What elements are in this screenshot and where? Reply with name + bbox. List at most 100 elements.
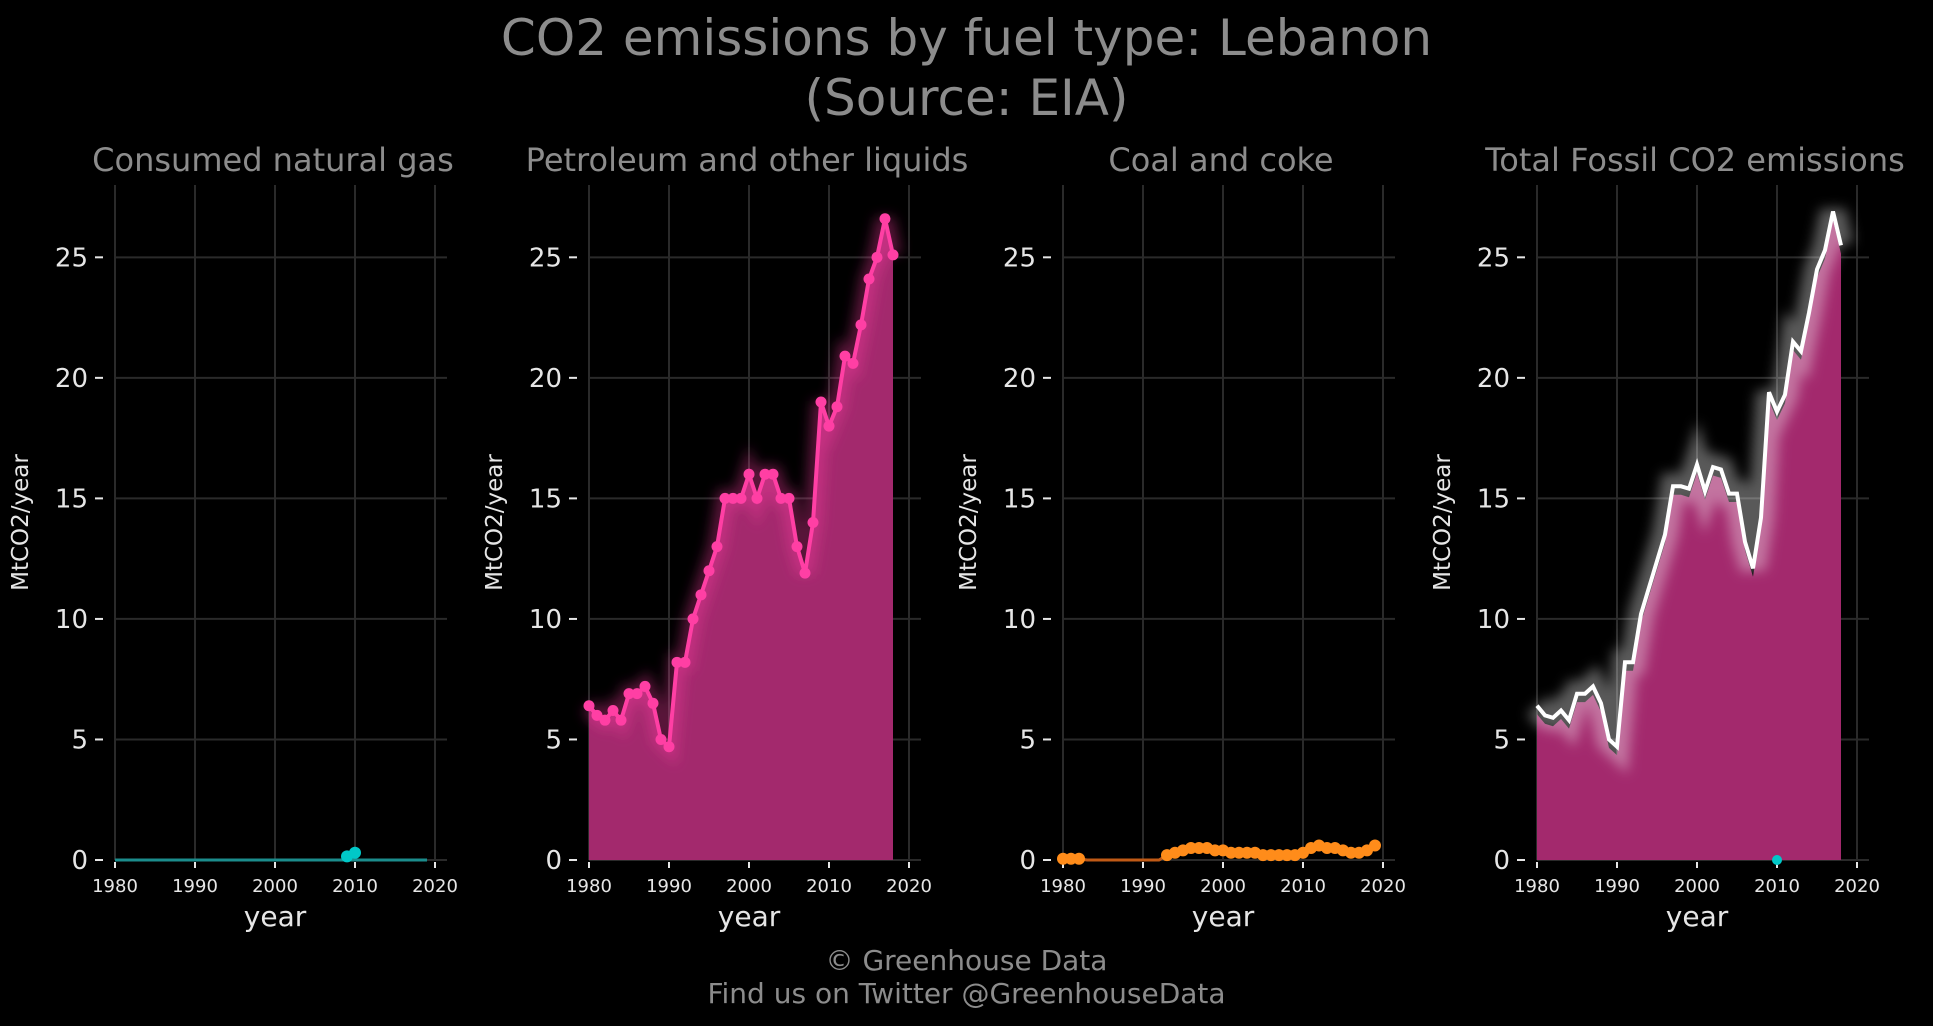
y-tick-label: 20 xyxy=(55,364,88,394)
data-point xyxy=(615,714,627,726)
data-point xyxy=(631,688,643,700)
chart-title-line2: (Source: EIA) xyxy=(804,69,1129,127)
data-point xyxy=(767,468,779,480)
panel-title: Petroleum and other liquids xyxy=(526,141,969,179)
data-point xyxy=(831,401,843,413)
data-point xyxy=(847,357,859,369)
data-point xyxy=(719,492,731,504)
y-tick-label: 25 xyxy=(1477,243,1510,273)
area-fill xyxy=(1537,220,1841,860)
data-point xyxy=(687,613,699,625)
x-tick-label: 2020 xyxy=(412,876,458,897)
data-point xyxy=(711,541,723,553)
data-point xyxy=(679,656,691,668)
y-tick-label: 15 xyxy=(1477,484,1510,514)
y-tick-label: 15 xyxy=(1003,484,1036,514)
data-point xyxy=(703,565,715,577)
y-tick-label: 10 xyxy=(1477,605,1510,635)
footer-twitter: Find us on Twitter @GreenhouseData xyxy=(707,977,1226,1010)
x-tick-label: 2020 xyxy=(1834,876,1880,897)
panel-title: Total Fossil CO2 emissions xyxy=(1484,141,1905,179)
panel-3: Coal and coke 0 5 10 15 20 25 1980 1990 2000 2010 2… xyxy=(956,141,1406,933)
data-point xyxy=(863,273,875,285)
y-axis-label: MtCO2/year xyxy=(956,454,982,591)
data-point xyxy=(871,251,883,263)
x-tick-label: 1980 xyxy=(1040,876,1086,897)
data-point xyxy=(839,350,851,362)
y-tick-label: 0 xyxy=(545,846,562,876)
data-point xyxy=(647,697,659,709)
footer-copyright: © Greenhouse Data xyxy=(825,944,1108,977)
x-tick-label: 1980 xyxy=(566,876,612,897)
y-tick-label: 25 xyxy=(529,243,562,273)
y-tick-label: 15 xyxy=(529,484,562,514)
panel-title: Coal and coke xyxy=(1108,141,1333,179)
footer: © Greenhouse Data Find us on Twitter @Gr… xyxy=(0,944,1933,1010)
chart-title-line1: CO2 emissions by fuel type: Lebanon xyxy=(500,9,1433,67)
data-point xyxy=(623,688,635,700)
data-point xyxy=(855,319,867,331)
x-tick-label: 1990 xyxy=(172,876,218,897)
y-axis-label: MtCO2/year xyxy=(8,454,34,591)
y-tick-label: 5 xyxy=(1493,725,1510,755)
data-point xyxy=(743,468,755,480)
x-tick-label: 2020 xyxy=(1360,876,1406,897)
data-point xyxy=(671,656,683,668)
data-point xyxy=(807,517,819,528)
x-tick-label: 2000 xyxy=(1674,876,1720,897)
x-tick-label: 1990 xyxy=(1120,876,1166,897)
x-tick-label: 2020 xyxy=(886,876,932,897)
data-point xyxy=(1369,839,1381,852)
y-tick-label: 25 xyxy=(1003,243,1036,273)
y-tick-label: 25 xyxy=(55,243,88,273)
y-tick-label: 5 xyxy=(545,725,562,755)
data-point xyxy=(591,709,603,721)
x-tick-label: 2000 xyxy=(252,876,298,897)
panel-title: Consumed natural gas xyxy=(92,141,454,179)
y-tick-label: 15 xyxy=(55,484,88,514)
x-tick-label: 2010 xyxy=(332,876,378,897)
data-point xyxy=(655,733,667,745)
panel-1: Consumed natural gas 0 5 10 15 20 25 1980 1990 20… xyxy=(8,141,458,933)
x-tick-label: 1980 xyxy=(1514,876,1560,897)
x-tick-label: 1990 xyxy=(646,876,692,897)
y-tick-label: 10 xyxy=(55,605,88,635)
data-point xyxy=(599,714,611,726)
series-line xyxy=(1535,211,1843,751)
y-tick-label: 0 xyxy=(71,846,88,876)
x-tick-label: 2010 xyxy=(1754,876,1800,897)
panel-2: Petroleum and other liquids 0 5 10 15 20 25 198… xyxy=(482,141,968,933)
data-point xyxy=(791,541,803,553)
data-point xyxy=(783,492,795,504)
y-tick-label: 20 xyxy=(1003,364,1036,394)
x-tick-label: 1990 xyxy=(1594,876,1640,897)
x-tick-label: 1980 xyxy=(92,876,138,897)
data-point xyxy=(727,492,739,504)
y-axis-label: MtCO2/year xyxy=(1430,454,1456,591)
y-tick-label: 10 xyxy=(1003,605,1036,635)
x-tick-label: 2000 xyxy=(726,876,772,897)
x-axis-label: year xyxy=(1192,900,1255,933)
data-point xyxy=(1073,852,1085,865)
data-point xyxy=(815,396,827,408)
gas-marker xyxy=(1772,855,1782,865)
chart-title: CO2 emissions by fuel type: Lebanon (Sou… xyxy=(0,8,1933,128)
y-tick-label: 0 xyxy=(1019,846,1036,876)
area-fill xyxy=(589,218,893,861)
x-tick-label: 2010 xyxy=(806,876,852,897)
y-axis-label: MtCO2/year xyxy=(482,454,508,591)
y-tick-label: 0 xyxy=(1493,846,1510,876)
data-point xyxy=(639,680,651,692)
data-point xyxy=(879,213,891,225)
data-point xyxy=(751,492,763,504)
y-tick-label: 10 xyxy=(529,605,562,635)
data-point xyxy=(759,468,771,480)
data-point xyxy=(663,741,675,753)
data-point xyxy=(887,249,899,261)
y-tick-label: 20 xyxy=(529,364,562,394)
x-tick-label: 2010 xyxy=(1280,876,1326,897)
data-point xyxy=(735,492,747,504)
data-point xyxy=(799,567,811,579)
y-tick-label: 5 xyxy=(1019,725,1036,755)
